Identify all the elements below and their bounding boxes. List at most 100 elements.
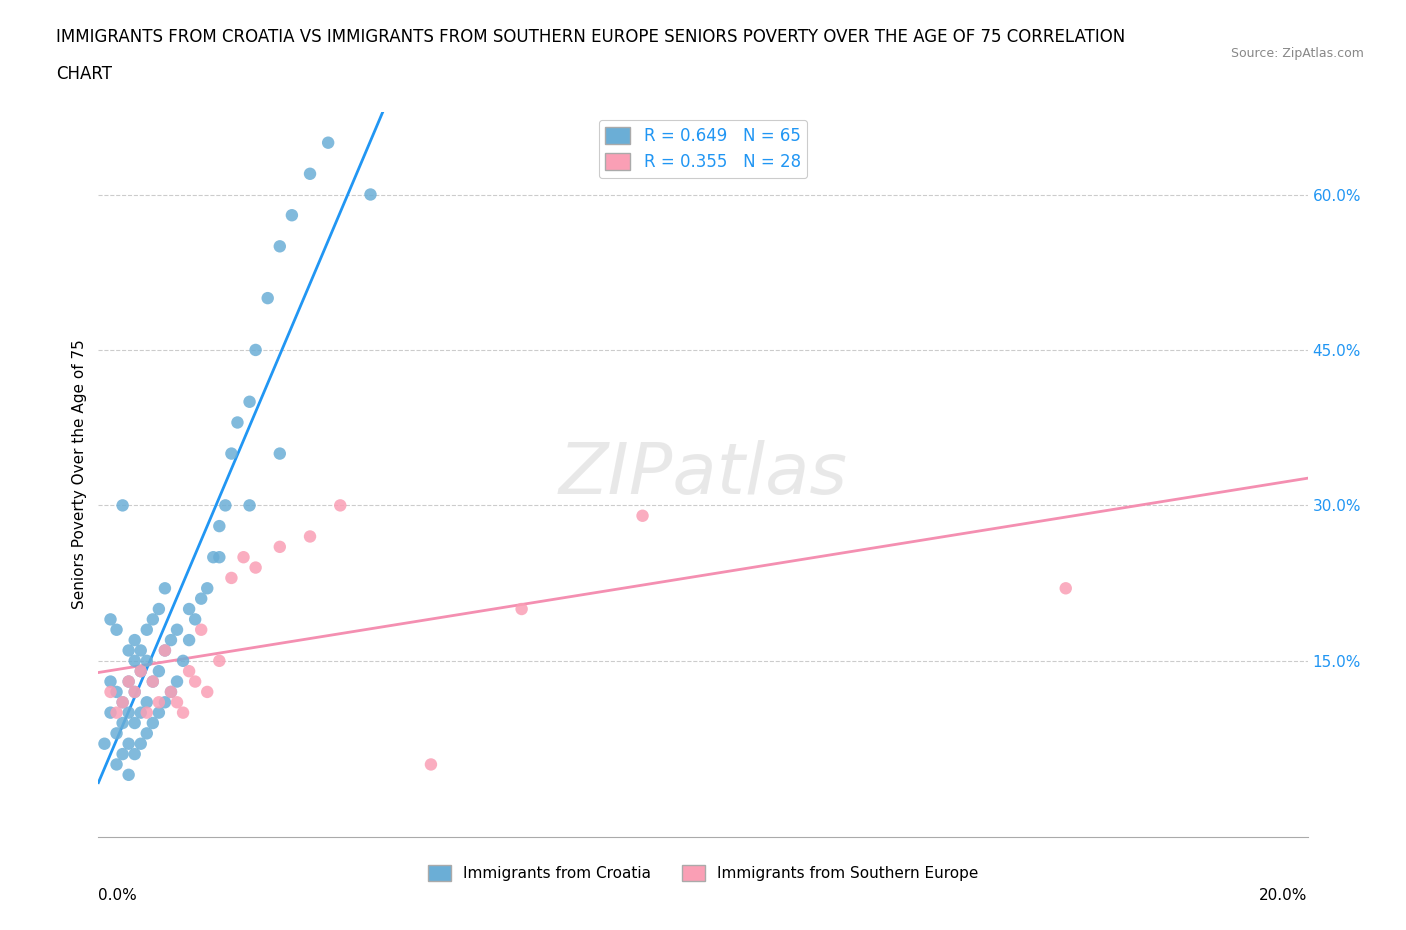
Point: [245, 560, 267, 575]
Text: 0.0%: 0.0%: [98, 888, 138, 903]
Point: [93, 737, 115, 751]
Point: [142, 674, 165, 689]
Point: [281, 207, 304, 222]
Point: [631, 509, 654, 524]
Point: [124, 747, 146, 762]
Point: [190, 622, 212, 637]
Point: [118, 737, 141, 751]
Point: [111, 695, 134, 710]
Point: [256, 291, 278, 306]
Point: [269, 239, 291, 254]
Point: [510, 602, 533, 617]
Point: [179, 602, 201, 617]
Point: [100, 612, 122, 627]
Text: IMMIGRANTS FROM CROATIA VS IMMIGRANTS FROM SOUTHERN EUROPE SENIORS POVERTY OVER : IMMIGRANTS FROM CROATIA VS IMMIGRANTS FR…: [56, 28, 1125, 46]
Point: [118, 674, 141, 689]
Point: [124, 632, 146, 647]
Point: [239, 394, 262, 409]
Point: [100, 674, 122, 689]
Text: CHART: CHART: [56, 65, 112, 83]
Point: [105, 684, 128, 699]
Point: [221, 446, 243, 461]
Point: [129, 664, 152, 679]
Point: [135, 654, 157, 669]
Point: [208, 654, 231, 669]
Point: [142, 715, 165, 730]
Point: [195, 581, 218, 596]
Point: [105, 705, 128, 720]
Point: [105, 726, 128, 741]
Point: [172, 705, 194, 720]
Point: [214, 498, 236, 512]
Point: [184, 674, 207, 689]
Point: [184, 612, 207, 627]
Point: [160, 632, 183, 647]
Point: [179, 664, 201, 679]
Point: [221, 570, 243, 585]
Point: [202, 550, 225, 565]
Point: [1054, 581, 1077, 596]
Point: [118, 767, 141, 782]
Point: [195, 684, 218, 699]
Point: [111, 747, 134, 762]
Point: [124, 654, 146, 669]
Point: [166, 674, 188, 689]
Point: [226, 415, 249, 430]
Point: [360, 187, 382, 202]
Point: [153, 643, 176, 658]
Point: [111, 695, 134, 710]
Point: [105, 622, 128, 637]
Y-axis label: Seniors Poverty Over the Age of 75: Seniors Poverty Over the Age of 75: [72, 339, 87, 609]
Point: [124, 684, 146, 699]
Point: [135, 622, 157, 637]
Text: Source: ZipAtlas.com: Source: ZipAtlas.com: [1230, 46, 1364, 60]
Point: [329, 498, 352, 512]
Point: [129, 664, 152, 679]
Point: [160, 684, 183, 699]
Point: [232, 550, 254, 565]
Point: [111, 498, 134, 512]
Point: [105, 757, 128, 772]
Point: [316, 135, 339, 150]
Point: [269, 446, 291, 461]
Point: [269, 539, 291, 554]
Point: [148, 602, 170, 617]
Point: [100, 705, 122, 720]
Point: [148, 695, 170, 710]
Point: [166, 622, 188, 637]
Point: [153, 581, 176, 596]
Point: [160, 684, 183, 699]
Point: [118, 705, 141, 720]
Point: [148, 664, 170, 679]
Point: [129, 643, 152, 658]
Point: [208, 550, 231, 565]
Point: [299, 529, 322, 544]
Point: [142, 674, 165, 689]
Point: [118, 643, 141, 658]
Point: [153, 695, 176, 710]
Point: [190, 591, 212, 606]
Text: ZIPatlas: ZIPatlas: [558, 440, 848, 509]
Legend: Immigrants from Croatia, Immigrants from Southern Europe: Immigrants from Croatia, Immigrants from…: [422, 859, 984, 887]
Point: [135, 695, 157, 710]
Point: [135, 705, 157, 720]
Point: [166, 695, 188, 710]
Point: [153, 643, 176, 658]
Point: [245, 342, 267, 357]
Point: [124, 715, 146, 730]
Point: [420, 757, 443, 772]
Point: [239, 498, 262, 512]
Point: [208, 519, 231, 534]
Point: [142, 612, 165, 627]
Point: [129, 705, 152, 720]
Point: [111, 715, 134, 730]
Point: [172, 654, 194, 669]
Point: [129, 737, 152, 751]
Text: 20.0%: 20.0%: [1260, 888, 1308, 903]
Point: [124, 684, 146, 699]
Point: [179, 632, 201, 647]
Point: [135, 726, 157, 741]
Point: [299, 166, 322, 181]
Point: [100, 684, 122, 699]
Point: [148, 705, 170, 720]
